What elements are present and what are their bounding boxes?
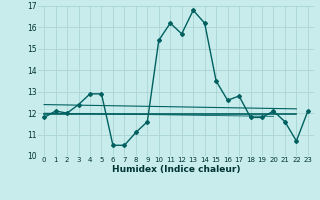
- X-axis label: Humidex (Indice chaleur): Humidex (Indice chaleur): [112, 165, 240, 174]
